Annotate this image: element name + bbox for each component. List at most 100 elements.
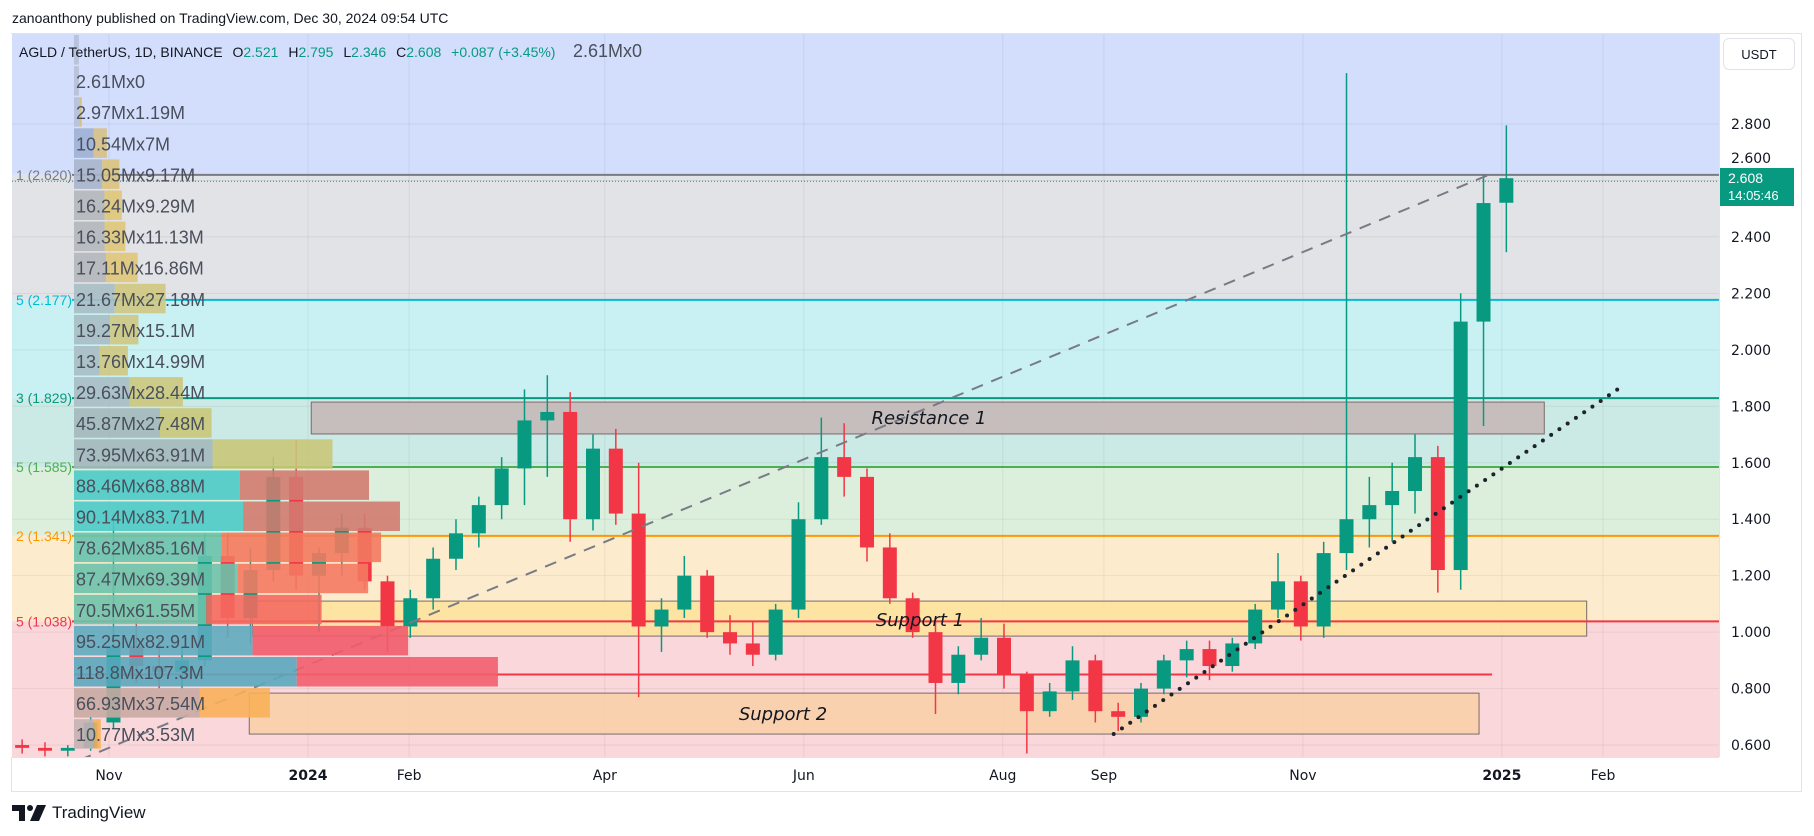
volume-profile-row: 21.67Mx27.18M <box>74 283 205 314</box>
current-price-tag: 2.608 14:05:46 <box>1720 168 1794 206</box>
price-axis[interactable]: 2.800 2.600 2.400 2.200 2.000 1.800 1.600 1.400… <box>1719 34 1772 757</box>
volume-profile-label: 17.11Mx16.86M <box>76 259 204 279</box>
candle[interactable] <box>722 615 737 655</box>
candle-body <box>928 632 943 683</box>
candle[interactable] <box>928 618 943 715</box>
candle-body <box>1248 609 1263 644</box>
open-value: 2.521 <box>243 44 279 60</box>
candle[interactable] <box>1134 682 1149 723</box>
candle-body <box>791 519 806 610</box>
candle[interactable] <box>426 547 441 610</box>
candle[interactable] <box>1408 434 1423 514</box>
candle[interactable] <box>448 519 463 571</box>
volume-down-bar <box>160 408 212 438</box>
candle[interactable] <box>791 502 806 619</box>
currency-button[interactable]: USDT <box>1723 38 1795 70</box>
volume-down-bar <box>104 221 126 252</box>
candle[interactable] <box>654 598 669 652</box>
dotted-trendline[interactable] <box>1111 383 1625 737</box>
zone-resistance-1[interactable] <box>310 401 1545 435</box>
candle[interactable] <box>585 434 600 531</box>
volume-profile-label: 70.5Mx61.55M <box>76 601 195 621</box>
candle[interactable] <box>631 462 646 698</box>
candle[interactable] <box>1088 654 1103 723</box>
volume-profile-row: 10.54Mx7M <box>74 128 170 158</box>
candle[interactable] <box>1019 671 1034 754</box>
candle[interactable] <box>1111 702 1126 731</box>
candle-body <box>1019 674 1034 712</box>
candle[interactable] <box>1362 476 1377 548</box>
candle[interactable] <box>1248 603 1263 650</box>
candle[interactable] <box>494 457 509 520</box>
candle[interactable] <box>974 618 989 661</box>
time-axis[interactable]: Nov 2024 Feb Apr Jun Aug Sep Nov 2025 Feb <box>12 757 1719 785</box>
volume-profile-row: 2.61Mx0 <box>74 66 145 96</box>
candle[interactable] <box>1430 445 1445 593</box>
candle[interactable] <box>1065 646 1080 700</box>
candle[interactable] <box>471 496 486 548</box>
candle[interactable] <box>1316 541 1331 638</box>
volume-profile-row: 95.25Mx82.91M <box>74 625 409 656</box>
candle-body <box>745 643 760 655</box>
fib-level-label: 5 (1.585) <box>16 459 72 475</box>
volume-down-bar <box>243 501 400 531</box>
symbol-name[interactable]: AGLD / TetherUS, 1D, BINANCE <box>19 44 223 60</box>
candle[interactable] <box>677 555 692 619</box>
candle[interactable] <box>60 745 75 757</box>
current-price: 2.608 <box>1728 170 1764 186</box>
volume-profile-row: 90.14Mx83.71M <box>74 501 400 531</box>
candle[interactable] <box>837 423 852 497</box>
close-label: C <box>396 44 407 60</box>
fib-level-label: 5 (2.177) <box>16 292 72 308</box>
volume-profile-label: 2.61Mx0 <box>76 72 145 92</box>
candle[interactable] <box>997 623 1012 689</box>
volume-down-bar <box>212 439 333 469</box>
volume-down-bar <box>99 346 128 376</box>
candle[interactable] <box>540 375 555 477</box>
price-tick: 2.600 <box>1731 151 1771 167</box>
tradingview-logo[interactable]: TradingView <box>12 803 146 823</box>
candle[interactable] <box>1042 682 1057 717</box>
volume-up-bar <box>74 594 207 625</box>
candle[interactable] <box>768 603 783 661</box>
candle[interactable] <box>745 620 760 667</box>
candle[interactable] <box>1453 293 1468 590</box>
candle[interactable] <box>1385 462 1400 542</box>
candle[interactable] <box>951 646 966 695</box>
candle[interactable] <box>700 570 715 638</box>
candle[interactable] <box>1156 654 1171 695</box>
candle[interactable] <box>1499 125 1514 253</box>
candle-body <box>448 533 463 559</box>
candle[interactable] <box>608 428 623 525</box>
candle[interactable] <box>15 739 30 754</box>
candle[interactable] <box>882 533 897 604</box>
candle-body <box>1408 457 1423 491</box>
volume-down-bar <box>102 159 120 189</box>
candle[interactable] <box>1271 553 1286 619</box>
candle[interactable] <box>859 468 874 562</box>
plot-area[interactable]: Resistance 1 Support 1 Support 2 <box>12 34 1719 760</box>
volume-down-bar <box>110 314 139 345</box>
candle[interactable] <box>517 389 532 506</box>
volume-down-bar <box>239 470 370 500</box>
zone-support-2[interactable] <box>248 692 1480 735</box>
volume-profile-row: 88.46Mx68.88M <box>74 470 370 500</box>
candle[interactable] <box>37 742 52 757</box>
candle[interactable] <box>1293 575 1308 641</box>
candle[interactable] <box>563 392 578 542</box>
candle[interactable] <box>1179 640 1194 678</box>
volume-up-bar <box>74 377 130 407</box>
candle[interactable] <box>1202 640 1217 681</box>
volume-down-bar <box>114 283 166 314</box>
time-tick: Sep <box>1091 768 1118 784</box>
candle[interactable] <box>905 592 920 638</box>
candle[interactable] <box>814 417 829 525</box>
candle[interactable] <box>1476 174 1491 427</box>
candle[interactable] <box>403 589 418 638</box>
candle[interactable] <box>1339 73 1354 571</box>
high-label: H <box>288 44 299 60</box>
price-tick: 1.600 <box>1731 456 1771 472</box>
open-label: O <box>232 44 244 60</box>
volume-profile-row: 16.33Mx11.13M <box>74 221 204 252</box>
